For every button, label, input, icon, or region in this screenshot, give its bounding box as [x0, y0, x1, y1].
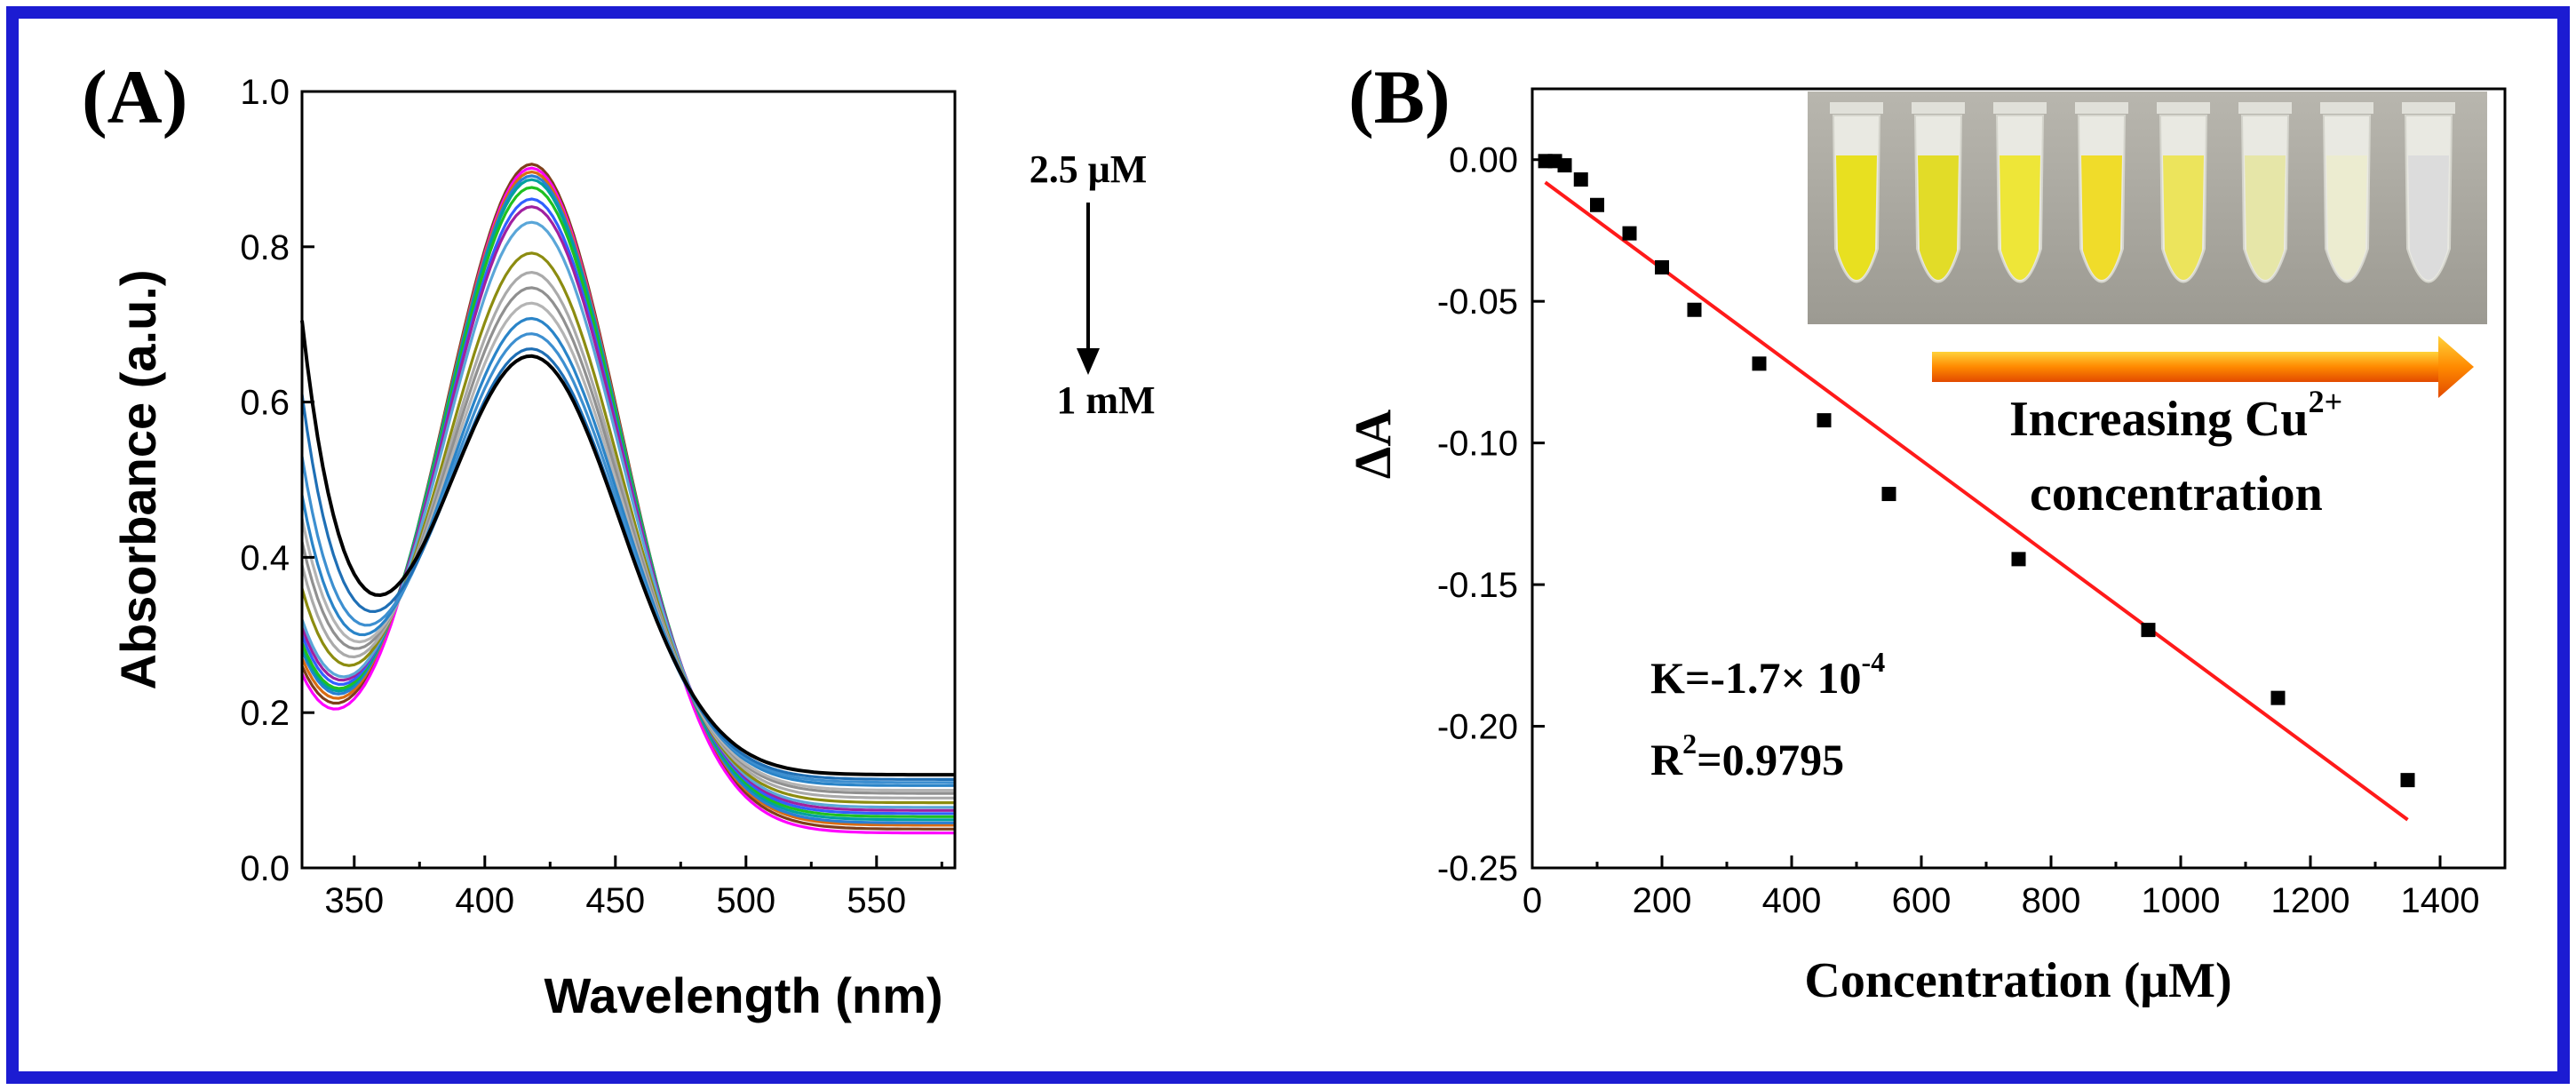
tube-cap — [1993, 102, 2047, 114]
panel-b-slope-annotation: K=-1.7× 10-4 — [1650, 646, 1885, 703]
tube-cap — [2157, 102, 2210, 114]
x-tick-label: 500 — [716, 881, 775, 920]
data-point — [1573, 172, 1588, 187]
panel-a-concentration-arrow-head — [1077, 348, 1100, 375]
x-tick-label: 400 — [455, 881, 514, 920]
x-tick-label: 350 — [324, 881, 384, 920]
y-tick-label: 0.2 — [240, 694, 290, 733]
x-tick-label: 1000 — [2142, 881, 2221, 920]
data-point — [1881, 487, 1896, 502]
spectrum-line — [300, 320, 955, 777]
panel-b-y-axis-label: ΔA — [1344, 410, 1402, 479]
panel-a-y-axis-label: Absorbance (a.u.) — [110, 270, 166, 690]
data-point — [2400, 773, 2415, 788]
x-tick-label: 400 — [1762, 881, 1822, 920]
tube-solution — [2000, 155, 2040, 280]
panel-a-x-axis-label: Wavelength (nm) — [544, 967, 942, 1023]
data-point — [2141, 623, 2156, 638]
tube-solution — [2408, 155, 2449, 280]
tube-cap — [2320, 102, 2373, 114]
panel-a-spectra — [300, 163, 955, 835]
panel-a-annotation-top: 2.5 μM — [1030, 147, 1147, 191]
y-tick-label: 0.8 — [240, 228, 290, 267]
y-tick-label: -0.15 — [1437, 566, 1518, 605]
data-point — [1655, 259, 1669, 274]
tube-cap — [1912, 102, 1965, 114]
y-tick-label: 0.6 — [240, 384, 290, 423]
x-tick-label: 600 — [1892, 881, 1952, 920]
panel-a-annotation-bottom: 1 mM — [1056, 378, 1155, 422]
tube-cap — [1830, 102, 1883, 114]
panel-b-points — [1538, 154, 2415, 788]
data-point — [1590, 197, 1604, 212]
x-tick-label: 1200 — [2271, 881, 2350, 920]
x-tick-label: 450 — [585, 881, 645, 920]
panel-b-r2-annotation: R2=0.9795 — [1650, 728, 1844, 784]
data-point — [2011, 552, 2026, 567]
x-tick-label: 0 — [1523, 881, 1542, 920]
panel-a-label: (A) — [82, 54, 187, 139]
x-tick-label: 1400 — [2401, 881, 2480, 920]
y-tick-label: 0.0 — [240, 849, 290, 888]
tube-solution — [2081, 155, 2122, 280]
panel-a-axes-ticks: 350 400 450 500 550 0.0 0.2 0.4 0.6 0.8 1.0 — [240, 73, 943, 920]
tube-cap — [2402, 102, 2455, 114]
data-point — [1752, 356, 1767, 371]
data-point — [1622, 226, 1637, 241]
spectrum-line — [300, 220, 955, 809]
tube-solution — [1918, 155, 1959, 280]
panel-b-fit-line-group — [1544, 180, 2409, 822]
y-tick-label: -0.05 — [1437, 282, 1518, 322]
tube-solution — [2245, 155, 2286, 280]
y-tick-label: 0.00 — [1449, 141, 1518, 180]
fit-line — [1544, 180, 2409, 822]
tube-solution — [2163, 155, 2204, 280]
panel-b: (B) 0 200 400 600 800 1000 1200 1400 0.00 -0.05 -0… — [1344, 54, 2507, 1008]
data-point — [2270, 690, 2286, 705]
x-tick-label: 800 — [2022, 881, 2081, 920]
y-tick-label: -0.10 — [1437, 425, 1518, 464]
tube-solution — [1836, 155, 1877, 280]
data-point — [1687, 302, 1702, 317]
data-point — [1557, 158, 1572, 173]
inset-caption-line2: concentration — [2030, 466, 2323, 521]
inset-caption-line1: Increasing Cu2+ — [2009, 384, 2342, 447]
tube-cap — [2238, 102, 2292, 114]
x-tick-label: 200 — [1633, 881, 1692, 920]
y-tick-label: -0.20 — [1437, 708, 1518, 747]
x-tick-label: 550 — [847, 881, 906, 920]
figure-frame — [6, 6, 2570, 1084]
y-tick-label: 1.0 — [240, 73, 290, 112]
panel-a-plot-frame — [300, 90, 957, 870]
panel-b-axes-ticks: 0 200 400 600 800 1000 1200 1400 0.00 -0.05 -0.10 -… — [1437, 141, 2480, 920]
inset-background — [1808, 91, 2487, 324]
panel-b-inset-photo — [1808, 91, 2487, 324]
tube-solution — [2326, 155, 2367, 280]
panel-b-x-axis-label: Concentration (μM) — [1804, 953, 2231, 1008]
spectrum-line — [300, 316, 955, 787]
tube-cap — [2075, 102, 2128, 114]
data-point — [1817, 413, 1832, 428]
panel-a: (A) 350 400 450 500 550 0.0 0.2 0.4 0.6 0.8 1.0 Wa… — [82, 54, 1156, 1023]
y-tick-label: 0.4 — [240, 538, 290, 577]
spectrum-line — [300, 332, 955, 784]
inset-arrow — [1932, 336, 2474, 398]
y-tick-label: -0.25 — [1437, 849, 1518, 888]
panel-b-label: (B) — [1348, 54, 1451, 139]
panel-b-plot-frame — [1530, 87, 2507, 870]
spectrum-line — [300, 347, 955, 781]
